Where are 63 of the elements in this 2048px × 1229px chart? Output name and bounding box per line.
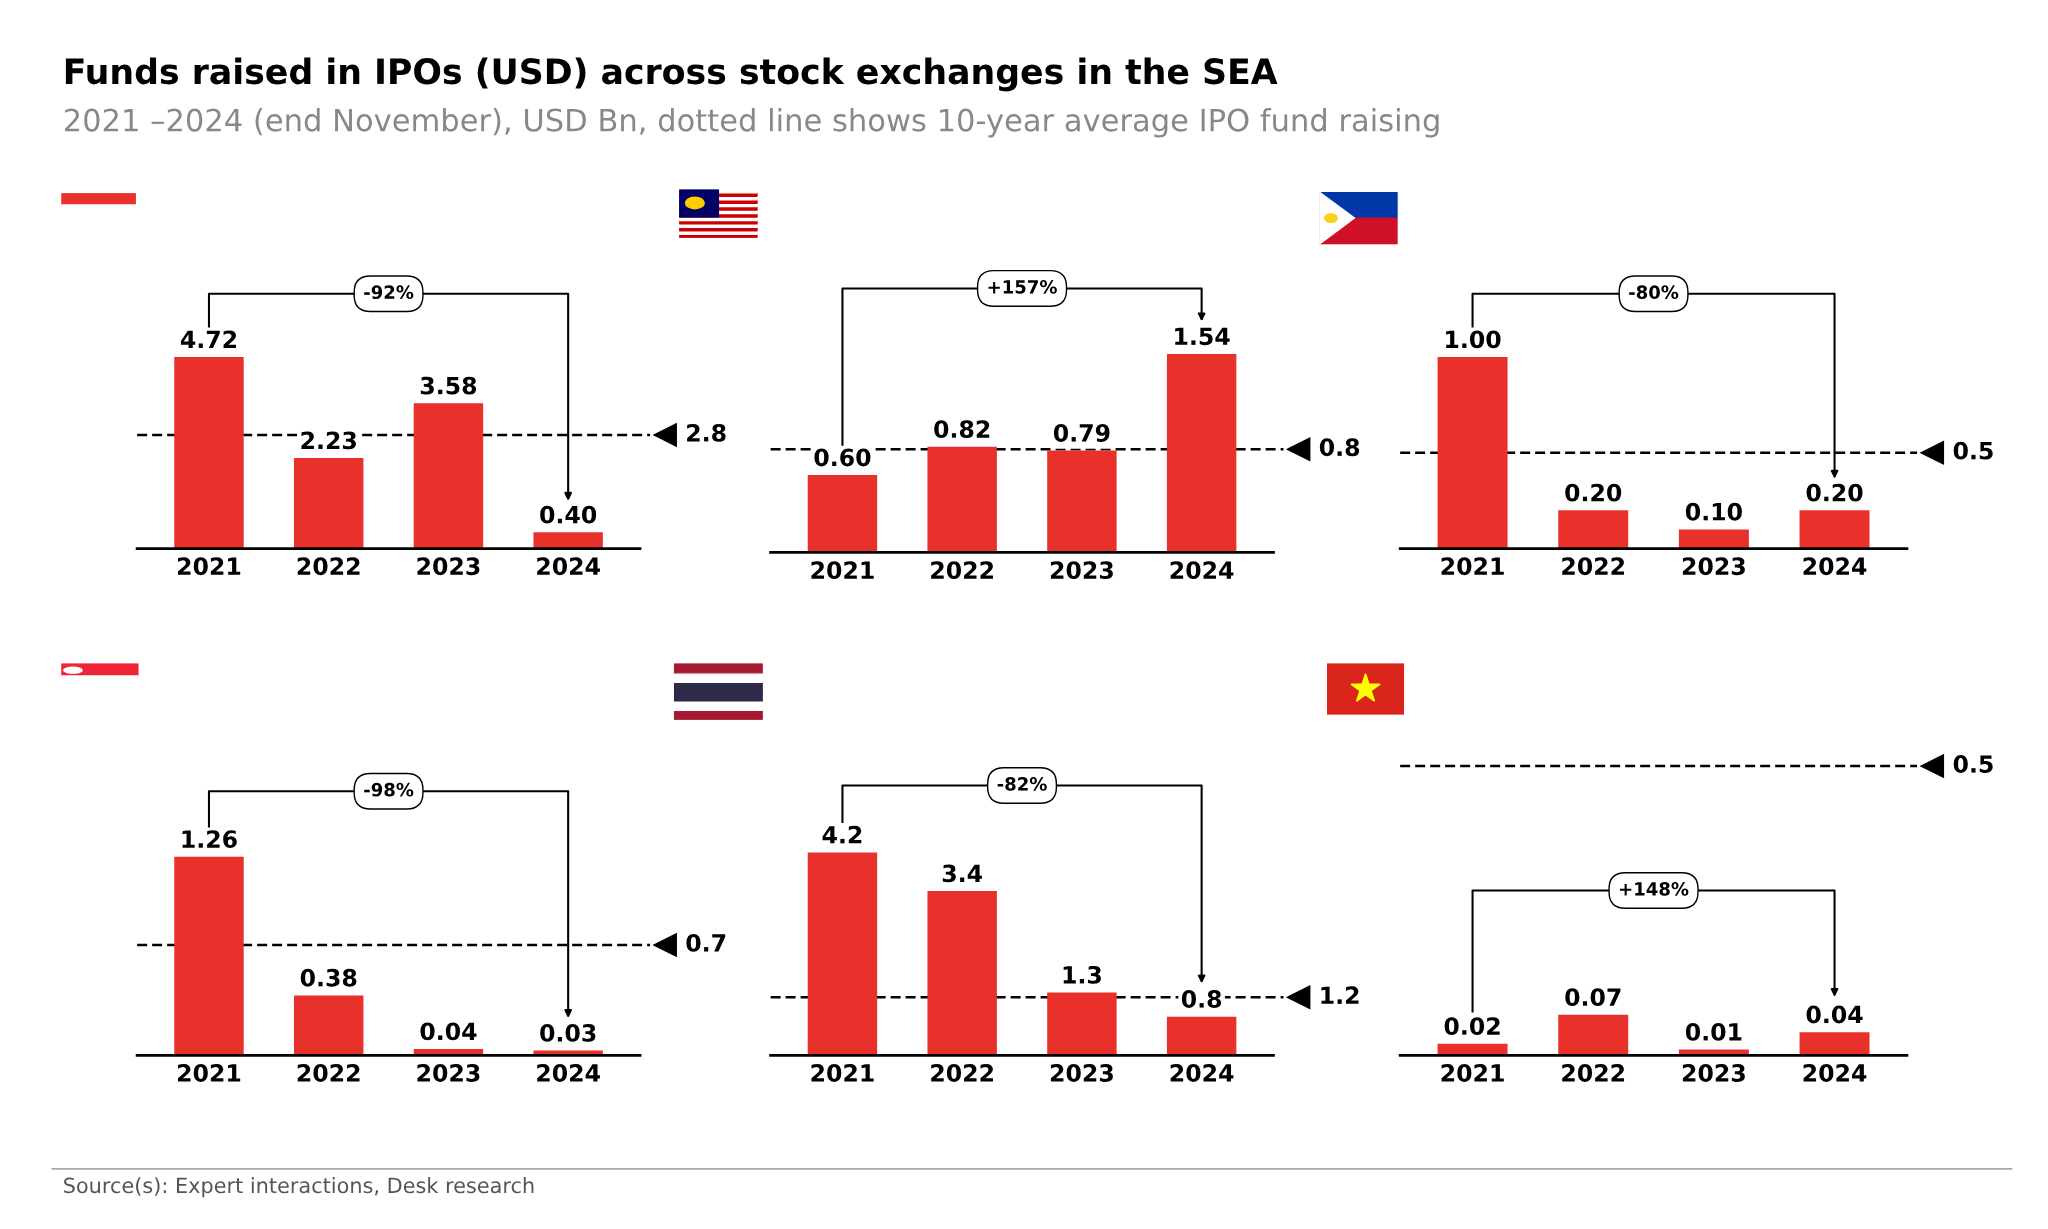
data-label: 4.2 — [822, 825, 862, 844]
data-label: 0.82 — [934, 420, 990, 439]
data-label: 0.38 — [300, 968, 357, 987]
data-label: 1.3 — [1063, 965, 1101, 984]
ref-line-label: 0.7 — [686, 934, 726, 952]
text: -92% — [364, 285, 414, 300]
data-label: 0.20 — [1565, 483, 1622, 502]
data-label: 0.20 — [1806, 483, 1863, 502]
x-tick-label: 2021 — [1441, 1064, 1504, 1082]
data-label: 0.02 — [1444, 1017, 1500, 1035]
data-label: 3.4 — [942, 864, 983, 883]
text: 2021 –2024 (end November), USD Bn, dotted line shows 10-year average IPO fund raising — [64, 107, 1439, 138]
data-label: 0.79 — [1053, 424, 1110, 442]
data-label: 4.72 — [180, 330, 237, 348]
x-tick-label: 2021 — [177, 1064, 241, 1082]
chart-title: Funds raised in IPOs (USD) across stock exchanges in the SEA — [65, 57, 1278, 92]
x-tick-label: 2024 — [1170, 561, 1234, 580]
ref-line-label: 0.5 — [1953, 441, 1993, 460]
x-tick-label: 2024 — [537, 1064, 600, 1082]
data-label: 0.07 — [1565, 988, 1621, 1007]
x-tick-label: 2024 — [537, 557, 600, 576]
x-tick-label: 2022 — [931, 561, 993, 580]
x-tick-label: 2023 — [1682, 557, 1745, 576]
data-label: 0.04 — [420, 1022, 477, 1041]
x-tick-label: 2024 — [1170, 1064, 1234, 1082]
x-tick-label: 2021 — [811, 1064, 874, 1082]
text: +148% — [1620, 882, 1689, 896]
data-label: 1.26 — [182, 830, 237, 849]
x-tick-label: 2022 — [1562, 1064, 1625, 1082]
data-label: 0.03 — [540, 1023, 596, 1042]
x-tick-label: 2024 — [1803, 1064, 1867, 1082]
ref-line-label: 0.5 — [1953, 755, 1993, 773]
source-note: Source(s): Expert interactions, Desk research — [64, 1177, 534, 1198]
ref-line-label: 1.2 — [1321, 986, 1359, 1004]
x-tick-label: 2021 — [811, 561, 874, 580]
text: -98% — [364, 782, 414, 797]
data-label: 1.00 — [1446, 330, 1501, 349]
data-label: 0.60 — [814, 448, 871, 467]
x-tick-label: 2023 — [417, 1064, 480, 1082]
ref-line-label: 2.8 — [687, 423, 726, 442]
x-tick-label: 2023 — [1050, 1064, 1113, 1082]
x-tick-label: 2021 — [1441, 557, 1504, 576]
data-label: 2.23 — [301, 431, 356, 450]
data-label: 0.01 — [1685, 1022, 1742, 1041]
ref-line-label: 0.8 — [1319, 438, 1360, 457]
data-label: 0.10 — [1685, 502, 1742, 521]
data-label: 0.40 — [540, 505, 597, 524]
data-label: 0.04 — [1806, 1005, 1863, 1024]
data-label: 0.8 — [1181, 990, 1222, 1008]
x-tick-label: 2023 — [1050, 561, 1113, 580]
text: -82% — [997, 777, 1047, 791]
x-tick-label: 2022 — [931, 1064, 993, 1082]
x-tick-label: 2023 — [1682, 1064, 1745, 1082]
data-label: 1.54 — [1175, 327, 1230, 346]
data-label: 3.58 — [420, 376, 477, 395]
x-tick-label: 2021 — [177, 557, 241, 576]
x-tick-label: 2022 — [1562, 557, 1625, 576]
text: +157% — [988, 280, 1057, 294]
x-tick-label: 2022 — [297, 1064, 360, 1082]
x-tick-label: 2024 — [1803, 557, 1867, 576]
text: -80% — [1629, 285, 1679, 300]
x-tick-label: 2022 — [297, 557, 360, 576]
x-tick-label: 2023 — [417, 557, 480, 576]
